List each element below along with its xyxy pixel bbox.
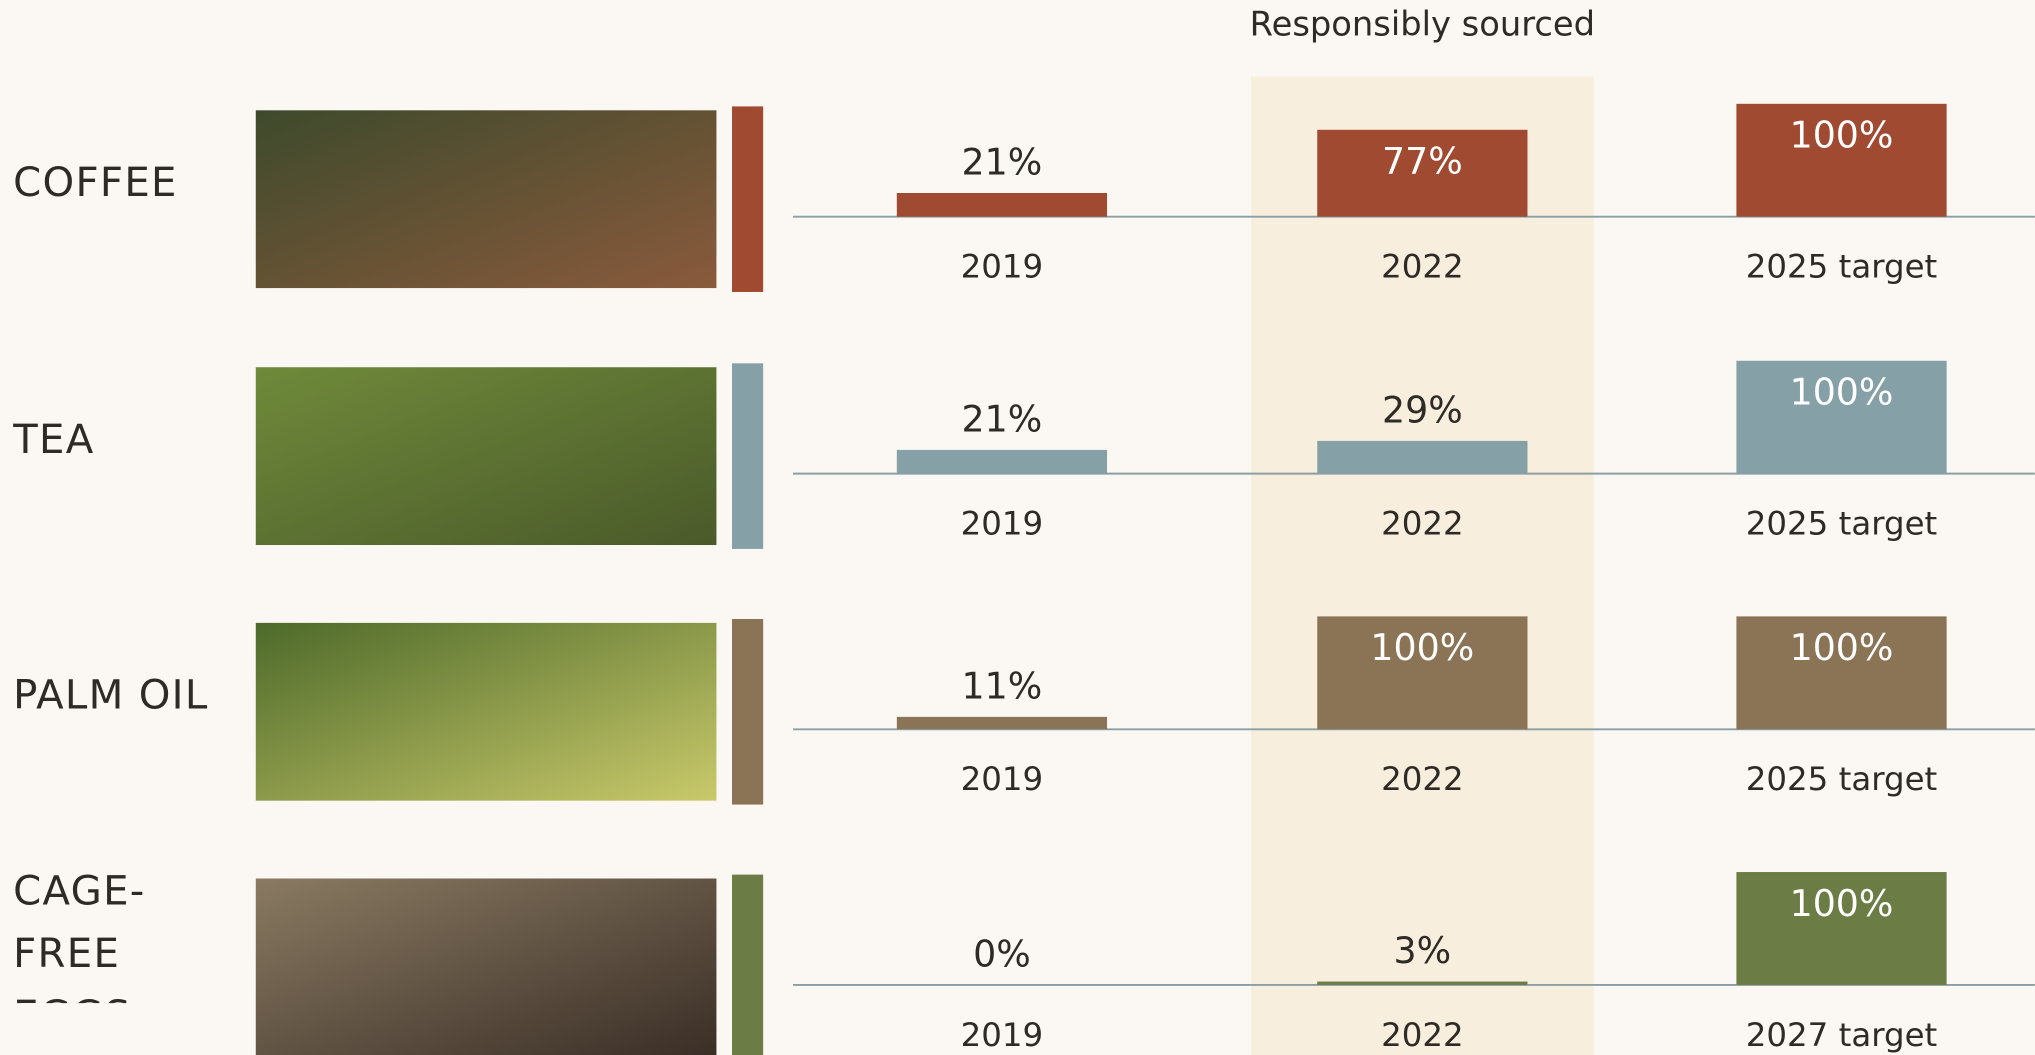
color-strip <box>732 106 764 292</box>
row-title: PALM OIL <box>13 672 209 719</box>
bar <box>1317 616 1528 730</box>
row-title: COFFEE <box>13 159 178 207</box>
value-label: 11% <box>962 664 1043 707</box>
value-label: 100% <box>1790 370 1894 413</box>
category-label: 2022 <box>1381 248 1464 286</box>
category-label: 2019 <box>961 1016 1044 1054</box>
category-label: 2022 <box>1381 1016 1464 1054</box>
category-label: 2025 target <box>1746 248 1938 286</box>
bar <box>896 193 1108 217</box>
photo <box>255 622 717 801</box>
category-label: 2027 target <box>1746 1016 1938 1054</box>
value-label: 21% <box>962 140 1043 183</box>
category-label: 2019 <box>961 505 1044 543</box>
value-label: 100% <box>1370 626 1474 669</box>
category-label: 2025 target <box>1746 760 1938 798</box>
bar <box>1736 872 1947 985</box>
bar <box>1736 616 1947 730</box>
photo <box>255 110 717 289</box>
value-label: 77% <box>1382 140 1463 183</box>
category-label: 2019 <box>961 248 1044 286</box>
color-strip <box>732 618 764 805</box>
row-title: CAGE-FREE EGGS <box>13 868 146 1003</box>
category-label: 2025 target <box>1746 505 1938 543</box>
bar <box>1317 129 1528 217</box>
bar <box>1736 360 1947 474</box>
row-title-box: TEA <box>13 416 95 464</box>
value-label: 100% <box>1790 626 1894 669</box>
color-strip <box>732 363 764 549</box>
bar <box>1317 981 1528 985</box>
value-label: 21% <box>962 397 1043 440</box>
row-title: TEA <box>13 416 95 464</box>
row-title-box: CAGE-FREE EGGS <box>13 868 146 1003</box>
value-label: 3% <box>1394 929 1452 972</box>
value-label: 29% <box>1382 388 1463 431</box>
bar <box>896 449 1108 474</box>
category-label: 2022 <box>1381 505 1464 543</box>
row-title-box: COFFEE <box>13 159 178 207</box>
category-label: 2019 <box>961 760 1044 798</box>
bar <box>1317 440 1528 474</box>
header-title: Responsibly sourced <box>1250 4 1595 43</box>
value-label: 0% <box>973 932 1031 975</box>
value-label: 100% <box>1790 114 1894 157</box>
value-label: 100% <box>1790 882 1894 925</box>
bar <box>896 716 1108 730</box>
category-label: 2022 <box>1381 760 1464 798</box>
color-strip <box>732 874 764 1055</box>
highlight-band <box>1251 76 1594 1055</box>
photo <box>255 367 717 546</box>
row-title-box: PALM OIL <box>13 672 209 719</box>
bar <box>1736 103 1947 217</box>
photo <box>255 878 717 1055</box>
